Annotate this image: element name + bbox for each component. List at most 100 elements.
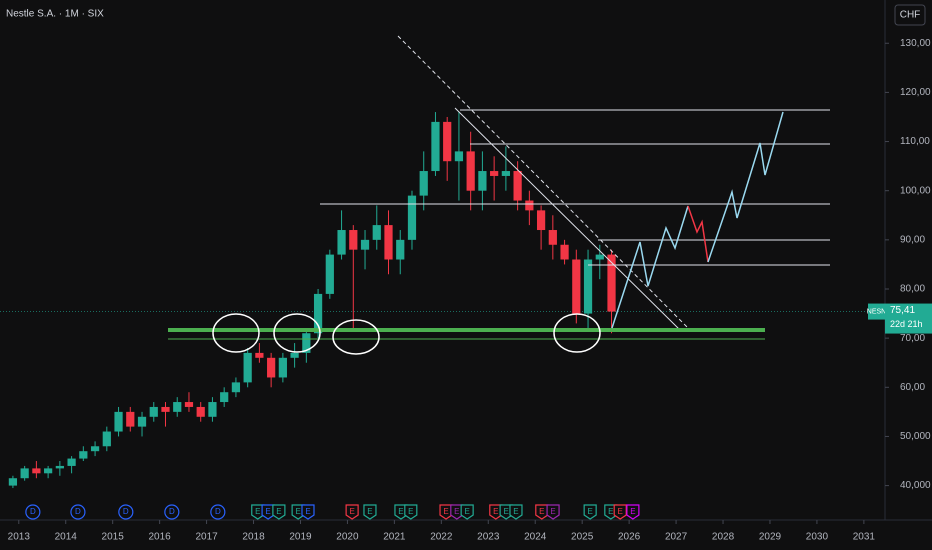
chart-title: Nestle S.A. · 1M · SIX	[6, 9, 104, 20]
x-tick-label: 2025	[571, 532, 594, 543]
candle-body	[419, 171, 428, 196]
candle-body	[443, 121, 452, 162]
earnings-marker	[345, 504, 359, 520]
candle-body	[55, 465, 64, 469]
event-label: E	[464, 507, 469, 516]
price-label-bg	[885, 303, 932, 334]
event-label: E	[493, 507, 498, 516]
y-tick-label: 110,00	[900, 136, 930, 147]
candle-body	[243, 352, 252, 383]
trend-line	[454, 107, 681, 331]
trend-line-dashed	[397, 35, 691, 331]
x-tick-label: 2016	[149, 532, 172, 543]
event-label: E	[349, 507, 354, 516]
candle-body	[231, 382, 241, 393]
candle-body	[302, 333, 311, 353]
x-tick-label: 2030	[806, 532, 829, 543]
candle-body	[278, 357, 287, 378]
candle-body	[290, 352, 299, 358]
candle-body	[501, 171, 510, 176]
event-label: E	[608, 507, 613, 516]
candle-body	[90, 446, 100, 452]
earnings-marker	[509, 504, 523, 520]
x-tick-label: 2029	[759, 532, 782, 543]
dividend-marker	[25, 504, 41, 520]
earnings-marker	[613, 504, 627, 520]
y-tick-label: 40,000	[900, 480, 931, 491]
earnings-marker	[272, 504, 286, 520]
candle-body	[20, 468, 29, 479]
candle-body	[337, 230, 346, 255]
countdown: 22d 21h	[890, 319, 923, 329]
event-label: E	[618, 507, 623, 516]
earnings-marker	[626, 504, 640, 520]
candle-body	[583, 259, 593, 314]
y-tick-label: 90,00	[900, 234, 925, 245]
currency-button[interactable]	[894, 4, 926, 26]
event-label: D	[30, 507, 36, 516]
projection-path	[707, 111, 784, 263]
x-tick-label: 2023	[477, 532, 500, 543]
event-label: E	[454, 507, 459, 516]
symbol-badge	[868, 303, 885, 320]
candle-body	[525, 200, 534, 211]
dividend-marker	[118, 504, 134, 520]
earnings-marker	[363, 504, 377, 520]
candle-body	[560, 244, 569, 260]
y-tick-label: 60,00	[900, 382, 925, 393]
symbol: NESN	[867, 308, 886, 315]
earnings-marker	[460, 504, 474, 520]
candle-body	[478, 171, 487, 191]
candle-body	[607, 254, 616, 312]
candle-body	[8, 478, 18, 486]
x-tick-label: 2022	[430, 532, 453, 543]
dividend-marker	[164, 504, 180, 520]
event-label: E	[443, 507, 448, 516]
x-tick-label: 2017	[195, 532, 218, 543]
event-label: E	[265, 507, 270, 516]
y-tick-label: 130,00	[900, 38, 931, 49]
candle-body	[267, 357, 276, 378]
candle-body	[548, 230, 557, 245]
event-label: E	[255, 507, 260, 516]
candle-body	[349, 230, 358, 250]
x-tick-label: 2019	[289, 532, 312, 543]
candle-body	[67, 458, 76, 466]
x-tick-label: 2024	[524, 532, 547, 543]
candle-body	[325, 254, 334, 294]
earnings-marker	[404, 504, 418, 520]
earnings-marker	[546, 504, 560, 520]
candle-body	[184, 402, 194, 407]
event-label: E	[408, 507, 413, 516]
event-label: E	[367, 507, 372, 516]
event-label: E	[503, 507, 508, 516]
candle-body	[161, 406, 170, 412]
dividend-marker	[70, 504, 86, 520]
candle-body	[396, 239, 405, 260]
candle-body	[220, 392, 229, 403]
currency[interactable]: CHF	[900, 10, 921, 21]
drawings	[168, 35, 830, 355]
dividend-marker	[210, 504, 226, 520]
event-label: E	[539, 507, 544, 516]
event-label: E	[550, 507, 555, 516]
candle-body	[595, 254, 604, 260]
x-tick-label: 2020	[336, 532, 359, 543]
y-tick-label: 70,00	[900, 333, 925, 344]
candle-body	[79, 451, 88, 459]
candle-body	[255, 352, 264, 358]
candle-body	[431, 121, 440, 172]
event-label: E	[630, 507, 635, 516]
candle-body	[490, 171, 499, 176]
x-tick-label: 2031	[853, 532, 876, 543]
price-label: 75,41	[890, 305, 915, 316]
candle-body	[208, 402, 217, 417]
event-label: E	[295, 507, 300, 516]
candle-body	[126, 411, 135, 427]
event-label: E	[276, 507, 281, 516]
candle-body	[149, 406, 158, 417]
event-label: D	[75, 507, 81, 516]
candle-body	[384, 225, 393, 260]
candle-body	[173, 402, 182, 412]
